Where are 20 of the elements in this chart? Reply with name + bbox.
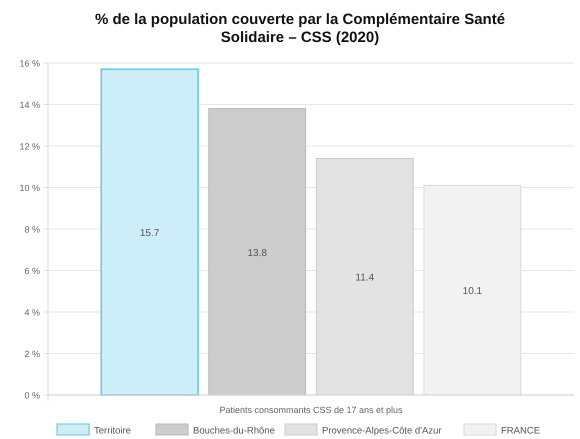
y-tick-label: 10 % [19,183,40,193]
legend-label: Territoire [94,426,131,436]
y-tick-label: 2 % [24,349,40,359]
data-label: 10.1 [462,286,483,298]
legend-label: FRANCE [501,426,540,436]
y-tick-label: 4 % [24,308,40,318]
y-tick-label: 16 % [19,58,40,68]
data-label: 15.7 [140,228,160,240]
y-tick-label: 6 % [24,266,40,276]
y-tick-label: 12 % [19,142,40,152]
data-label: 11.4 [355,272,375,284]
y-tick-label: 8 % [24,224,40,234]
legend-label: Provence-Alpes-Côte d'Azur [322,426,442,436]
y-tick-label: 14 % [19,100,40,110]
bar [100,68,199,396]
chart-title: % de la population couverte par la Complémentaire Santé Solidaire – CSS (2020) [94,11,506,46]
x-tick-label: Patients consommants CSS de 17 ans et plus [219,405,404,415]
y-tick-label: 0 % [24,390,40,400]
legend-label: Bouches-du-Rhône [193,426,275,436]
data-label: 13.8 [247,248,268,259]
